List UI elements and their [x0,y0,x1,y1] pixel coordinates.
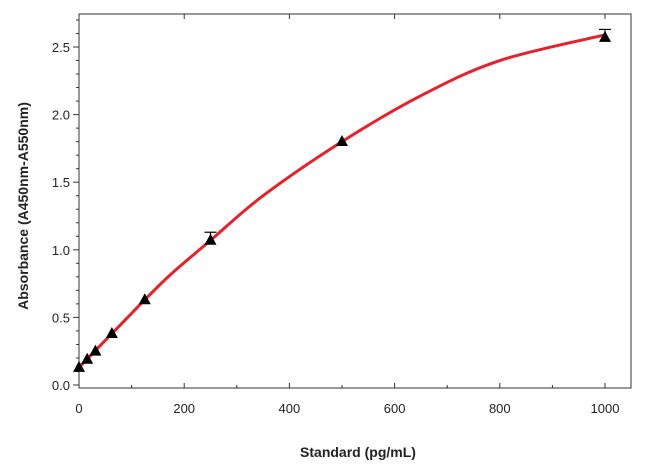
data-point [81,352,94,364]
data-point [89,344,102,356]
data-point [336,135,348,147]
y-tick-label: 1.0 [52,243,70,258]
x-axis-ticks: 0 200 400 600 800 1000 [75,14,619,416]
y-tick-label: 0.5 [52,310,70,325]
plot-border [78,13,632,389]
data-point [73,360,85,372]
fit-curve-layer [77,33,607,369]
y-axis-title: Absorbance (A450nm-A550nm) [15,102,31,310]
y-tick-label: 0.0 [52,378,70,393]
data-points-layer [73,28,611,372]
x-tick-label: 400 [279,401,301,416]
data-point [599,30,611,42]
data-point [138,293,151,305]
x-axis-title: Standard (pg/mL) [300,444,416,460]
y-tick-label: 2.5 [52,40,70,55]
x-tick-label: 1000 [591,401,620,416]
x-tick-label: 200 [173,401,195,416]
y-tick-label: 2.0 [52,108,70,123]
data-point [105,327,118,339]
x-tick-label: 800 [489,401,511,416]
y-axis-ticks: 0.0 0.5 1.0 1.5 2.0 2.5 [52,19,79,393]
x-tick-label: 0 [75,401,82,416]
x-tick-label: 600 [384,401,406,416]
plot-frame [78,13,632,389]
data-point [204,233,217,245]
y-tick-label: 1.5 [52,175,70,190]
fit-curve [77,33,607,369]
